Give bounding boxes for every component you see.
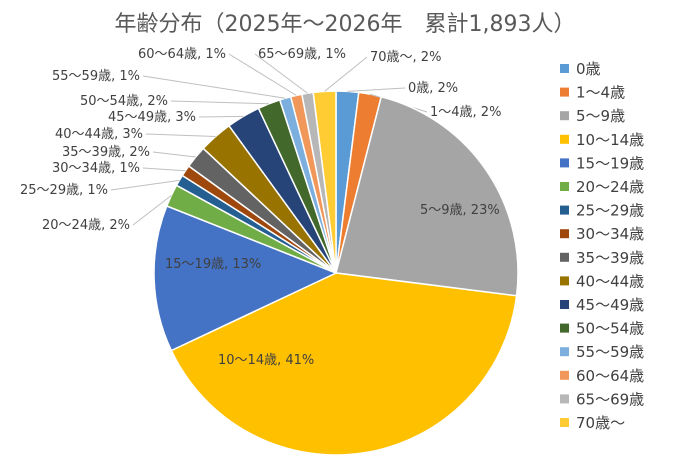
legend-swatch xyxy=(560,418,569,427)
legend-entry: 10～14歳 xyxy=(576,131,644,149)
legend-swatch xyxy=(560,276,569,286)
legend-entry: 55～59歳 xyxy=(576,343,644,361)
legend-entry: 5～9歳 xyxy=(576,107,625,125)
leader-line xyxy=(347,87,406,92)
legend-swatch xyxy=(560,158,569,168)
data-label: 15～19歳, 13% xyxy=(165,257,261,272)
leader-line xyxy=(132,195,172,226)
data-label: 1～4歳, 2% xyxy=(430,105,501,120)
legend-entry: 60～64歳 xyxy=(576,367,644,385)
legend-swatch xyxy=(560,87,569,97)
data-label: 35～39歳, 2% xyxy=(62,145,150,160)
legend-swatch xyxy=(560,370,569,380)
leader-line xyxy=(254,53,308,94)
legend-swatch xyxy=(560,229,569,239)
legend-entry: 65～69歳 xyxy=(576,390,644,408)
data-label: 40～44歳, 3% xyxy=(55,127,143,142)
legend-entry: 30～34歳 xyxy=(576,225,644,243)
data-label: 50～54歳, 2% xyxy=(80,94,168,109)
leader-line xyxy=(145,133,216,137)
data-label: 45～49歳, 3% xyxy=(108,110,196,125)
legend-swatch xyxy=(560,64,569,73)
legend-swatch xyxy=(560,323,569,333)
data-label: 30～34歳, 1% xyxy=(52,161,140,176)
legend-swatch xyxy=(560,205,569,215)
data-label: 10～14歳, 41% xyxy=(218,353,314,368)
legend-entry: 40～44歳 xyxy=(576,272,644,290)
leader-line xyxy=(110,179,180,191)
legend-entry: 35～39歳 xyxy=(576,249,644,267)
legend-entry: 70歳～ xyxy=(576,414,625,432)
legend-swatch xyxy=(560,252,569,262)
legend-entry: 50～54歳 xyxy=(576,320,644,338)
legend-entry: 20～24歳 xyxy=(576,178,644,196)
leader-line xyxy=(142,167,186,172)
leader-line xyxy=(170,100,270,105)
data-label: 25～29歳, 1% xyxy=(20,183,108,198)
legend-entry: 45～49歳 xyxy=(576,296,644,314)
data-label: 60～64歳, 1% xyxy=(138,47,226,62)
leader-line xyxy=(142,75,286,99)
legend-swatch xyxy=(560,111,569,121)
data-label: 70歳～, 2% xyxy=(370,50,441,65)
data-label: 5～9歳, 23% xyxy=(420,203,500,218)
data-label: 65～69歳, 1% xyxy=(258,47,346,62)
pie-slice xyxy=(170,272,518,456)
pie-slice xyxy=(312,90,337,274)
legend-swatch xyxy=(560,347,569,357)
leader-line xyxy=(324,56,368,92)
chart-title: 年齢分布（2025年～2026年 累計1,893人） xyxy=(114,12,576,37)
leader-line xyxy=(152,151,196,158)
data-label: 20～24歳, 2% xyxy=(42,218,130,233)
data-label: 55～59歳, 1% xyxy=(52,69,140,84)
legend-swatch xyxy=(560,394,569,404)
pie-slice xyxy=(153,205,338,352)
legend-entry: 0歳 xyxy=(576,60,601,78)
leader-line xyxy=(228,53,297,96)
legend-swatch xyxy=(560,300,569,309)
leader-line xyxy=(198,115,244,118)
data-label: 0歳, 2% xyxy=(408,81,458,96)
legend-entry: 1～4歳 xyxy=(576,84,625,102)
legend-swatch xyxy=(560,134,569,144)
legend-entry: 15～19歳 xyxy=(576,154,644,172)
legend-swatch xyxy=(560,182,569,191)
legend-entry: 25～29歳 xyxy=(576,202,644,220)
pie-slice xyxy=(335,95,519,297)
